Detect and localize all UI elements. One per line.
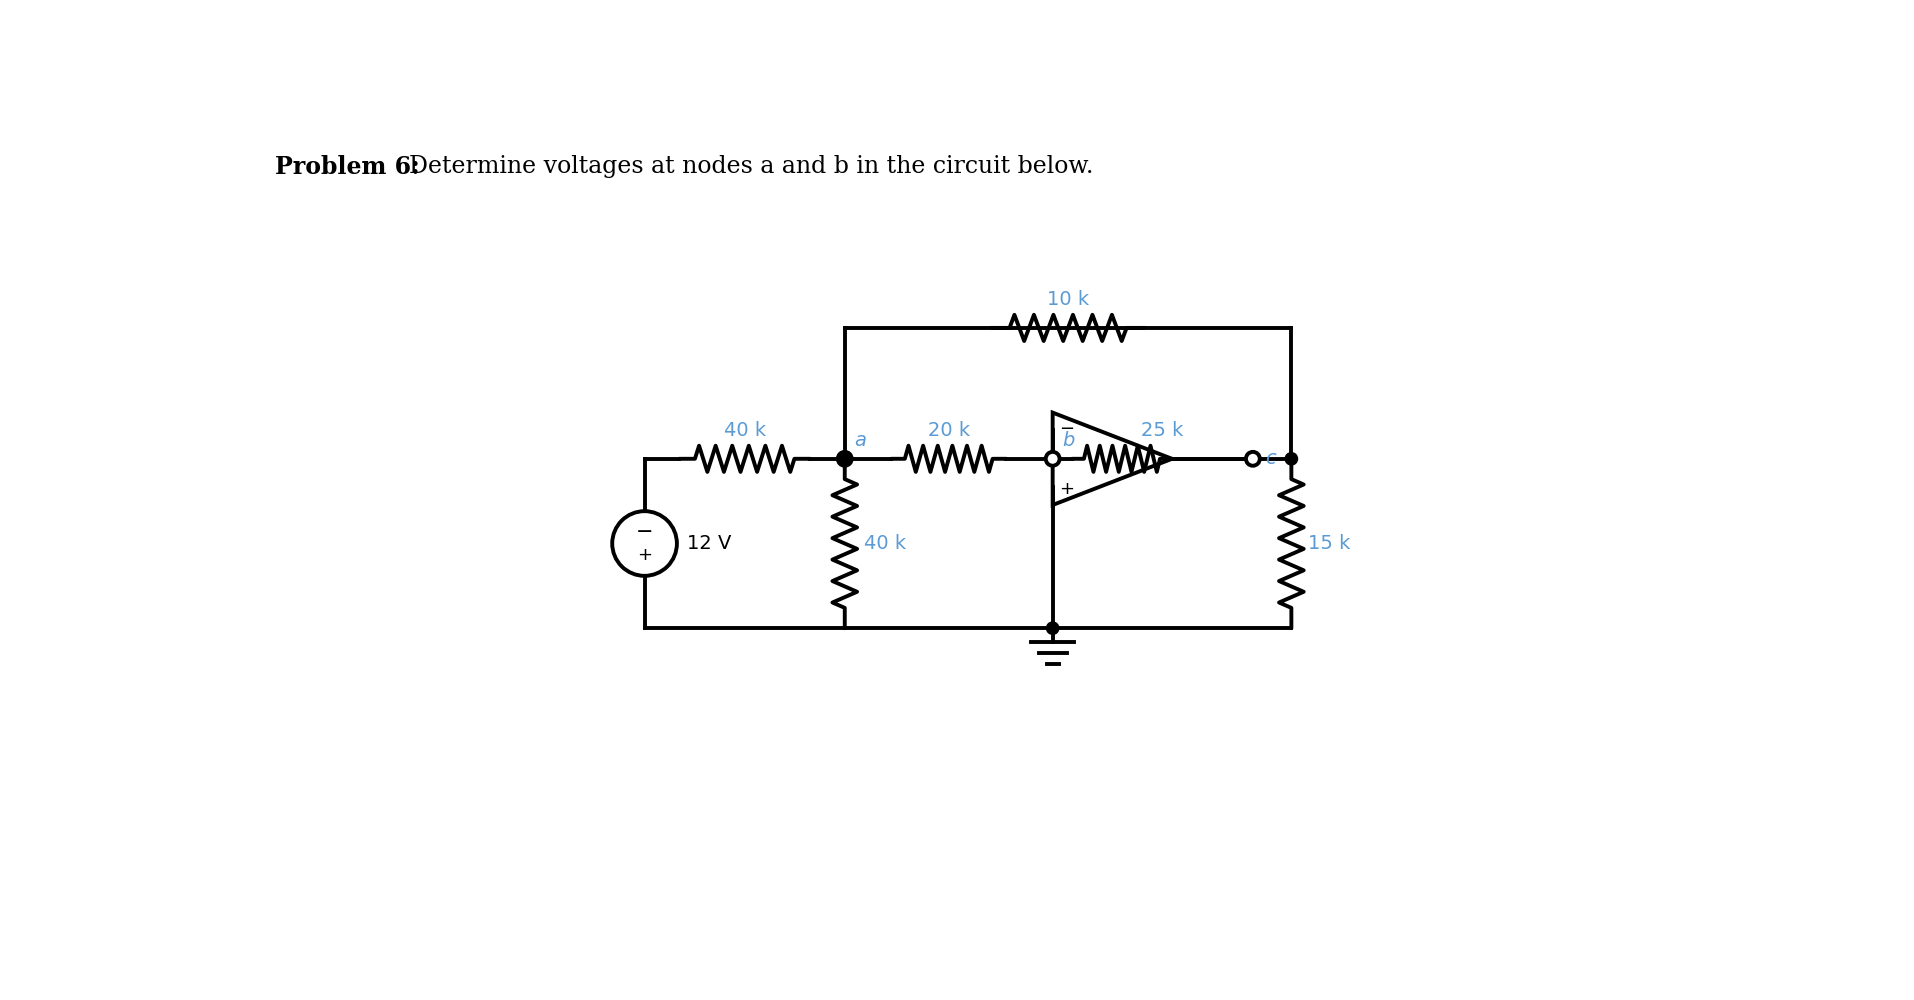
Text: 15 k: 15 k xyxy=(1307,534,1349,553)
Circle shape xyxy=(612,511,676,576)
Text: −: − xyxy=(635,522,653,542)
Text: Determine voltages at nodes a and b in the circuit below.: Determine voltages at nodes a and b in t… xyxy=(394,155,1093,178)
Circle shape xyxy=(1045,452,1058,466)
Circle shape xyxy=(1284,453,1298,465)
Text: +: + xyxy=(1058,480,1074,498)
Text: +: + xyxy=(637,546,653,564)
Circle shape xyxy=(1246,452,1259,466)
Text: a: a xyxy=(854,431,865,450)
Text: 40 k: 40 k xyxy=(723,421,766,440)
Circle shape xyxy=(1045,622,1058,634)
Text: 12 V: 12 V xyxy=(687,534,731,553)
Text: 25 k: 25 k xyxy=(1141,421,1183,440)
Text: Problem 6:: Problem 6: xyxy=(276,155,419,179)
Circle shape xyxy=(838,452,852,466)
Text: 20 k: 20 k xyxy=(926,421,968,440)
Text: 10 k: 10 k xyxy=(1047,290,1089,309)
Text: −: − xyxy=(1058,420,1074,438)
Text: b: b xyxy=(1062,431,1074,450)
Text: c: c xyxy=(1265,449,1275,468)
Circle shape xyxy=(838,453,850,465)
Text: 40 k: 40 k xyxy=(863,534,905,553)
